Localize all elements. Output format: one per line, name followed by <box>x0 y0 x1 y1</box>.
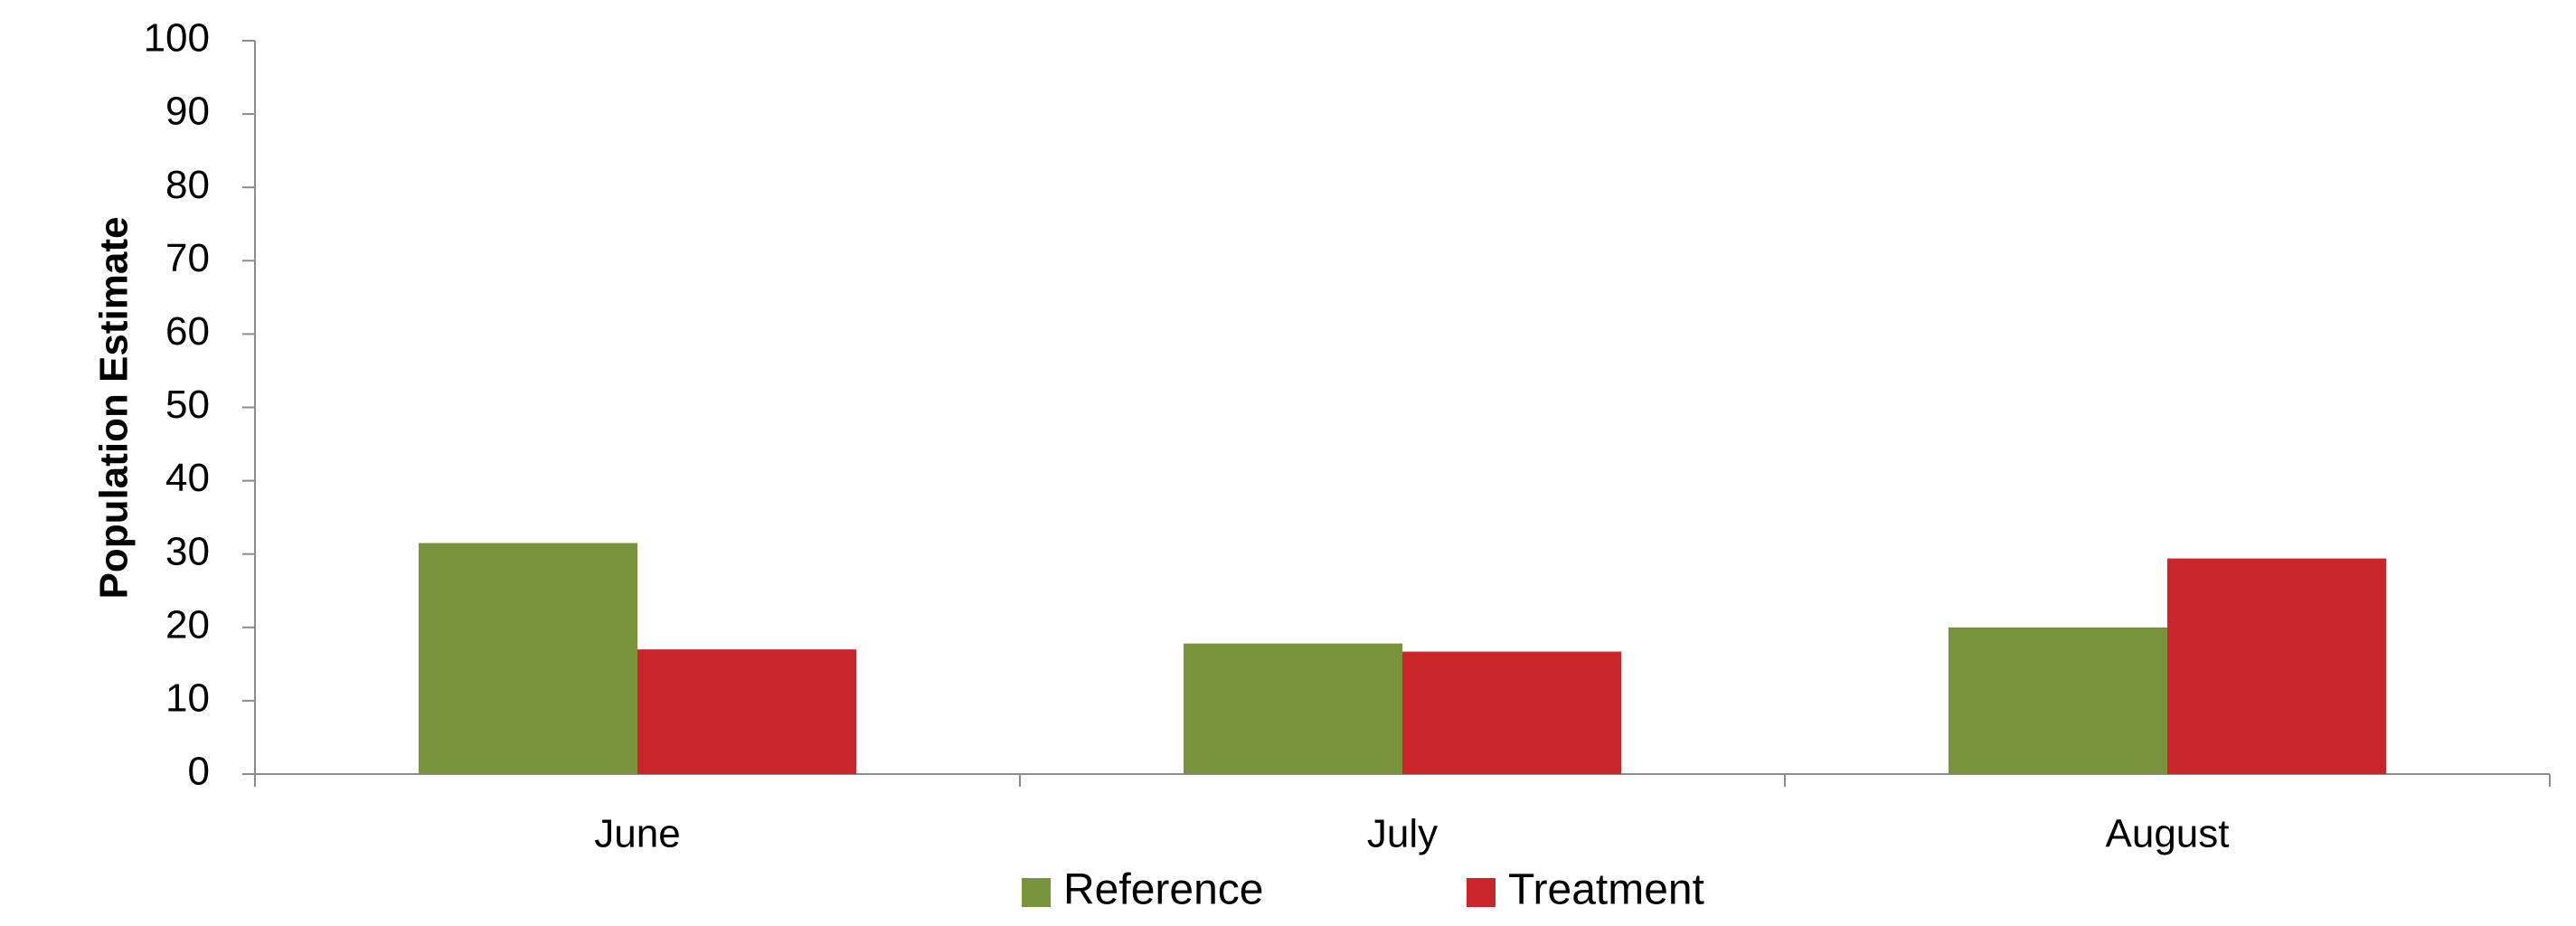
y-tick-label: 90 <box>165 90 210 134</box>
y-tick-label: 0 <box>188 750 210 794</box>
bar-reference-june <box>419 543 637 774</box>
y-tick-label: 60 <box>165 309 210 354</box>
y-axis-title-group: Population Estimate <box>92 217 137 600</box>
legend: Reference Treatment <box>1022 866 1704 914</box>
x-tick-label: August <box>2106 812 2230 856</box>
y-tick-label: 70 <box>165 236 210 280</box>
legend-swatch-treatment <box>1467 878 1496 907</box>
legend-swatch-reference <box>1022 878 1051 907</box>
legend-label-reference: Reference <box>1063 866 1263 914</box>
bar-reference-august <box>1949 627 2167 774</box>
bar-treatment-august <box>2167 558 2386 774</box>
legend-label-treatment: Treatment <box>1508 866 1704 914</box>
y-tick-label: 20 <box>165 602 210 647</box>
y-tick-label: 50 <box>165 383 210 427</box>
y-axis-title: Population Estimate <box>92 217 137 600</box>
bar-treatment-june <box>637 649 856 774</box>
bar-reference-july <box>1184 643 1402 774</box>
x-tick-label: June <box>594 812 680 856</box>
x-tick-label: July <box>1367 812 1438 856</box>
y-tick-label: 100 <box>144 16 210 61</box>
y-axis: 0 10 20 30 40 50 60 70 80 90 100 <box>144 16 256 794</box>
y-tick-label: 10 <box>165 676 210 721</box>
y-tick-label: 30 <box>165 529 210 573</box>
bars <box>419 543 2386 774</box>
bar-treatment-july <box>1402 651 1621 774</box>
x-axis: June July August <box>254 773 2551 856</box>
y-tick-label: 40 <box>165 456 210 500</box>
y-tick-label: 80 <box>165 163 210 207</box>
